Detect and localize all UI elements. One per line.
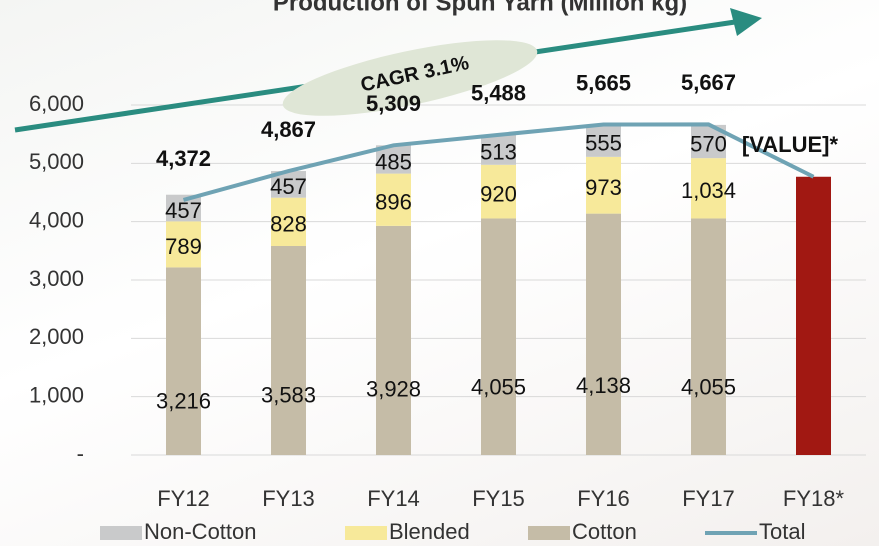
segment-label: 973 <box>585 175 622 200</box>
segment-label: 555 <box>585 130 622 155</box>
segment-label: 3,216 <box>156 388 211 413</box>
legend-label: Total <box>759 519 805 544</box>
x-tick-label: FY13 <box>262 486 315 511</box>
x-tick-label: FY17 <box>682 486 735 511</box>
bar-segment <box>271 245 306 455</box>
segment-label: 457 <box>165 198 202 223</box>
x-tick-label: FY14 <box>367 486 420 511</box>
legend-swatch <box>345 526 387 540</box>
bar-segment <box>166 221 201 268</box>
bar-segment <box>376 225 411 455</box>
chart-title: Production of Spun Yarn (Million kg) <box>273 0 687 16</box>
segment-label: 3,583 <box>261 382 316 407</box>
legend-swatch <box>100 526 142 540</box>
y-tick-label: - <box>77 441 84 466</box>
bar-segment <box>481 164 516 219</box>
bar-segment <box>691 218 726 455</box>
y-tick-label: 4,000 <box>29 207 84 232</box>
segment-label: 457 <box>270 174 307 199</box>
bar-segment <box>481 134 516 165</box>
bar-segment <box>586 213 621 455</box>
segment-label: 789 <box>165 234 202 259</box>
marks <box>166 122 831 455</box>
bar-segment <box>586 156 621 214</box>
x-tick-label: FY16 <box>577 486 630 511</box>
legend-label: Blended <box>389 519 470 544</box>
segment-label: 4,055 <box>681 375 736 400</box>
segment-label: 4,138 <box>576 373 631 398</box>
legend-label: Non-Cotton <box>144 519 257 544</box>
y-tick-label: 2,000 <box>29 324 84 349</box>
legend-label: Cotton <box>572 519 637 544</box>
total-label: 4,867 <box>261 117 316 142</box>
total-label: 5,488 <box>471 81 526 106</box>
x-tick-label: FY12 <box>157 486 210 511</box>
x-tick-label: FY15 <box>472 486 525 511</box>
bar-segment <box>796 176 831 455</box>
segment-label: 920 <box>480 181 517 206</box>
segment-label: 513 <box>480 140 517 165</box>
bar-segment <box>166 267 201 455</box>
total-label: 5,309 <box>366 91 421 116</box>
segment-label: 4,055 <box>471 375 526 400</box>
y-tick-label: 5,000 <box>29 149 84 174</box>
legend-swatch <box>528 526 570 540</box>
total-label: 5,665 <box>576 70 631 95</box>
bar-segment <box>691 158 726 219</box>
x-tick-label: FY18* <box>783 486 845 511</box>
total-label: 5,667 <box>681 70 736 95</box>
segment-label: 570 <box>690 131 727 156</box>
cagr-bubble <box>282 40 538 116</box>
legend: Non-Cotton Blended Cotton Total <box>100 519 805 544</box>
total-label: 4,372 <box>156 146 211 171</box>
y-tick-label: 3,000 <box>29 266 84 291</box>
labels: - 1,000 2,000 3,000 4,000 5,000 6,000 FY12 FY13 F… <box>29 70 845 511</box>
total-line <box>182 122 815 202</box>
y-tick-label: 6,000 <box>29 91 84 116</box>
segment-label: 896 <box>375 190 412 215</box>
bar-segment <box>481 218 516 455</box>
bar-segment <box>586 124 621 157</box>
y-tick-label: 1,000 <box>29 382 84 407</box>
segment-label: 485 <box>375 149 412 174</box>
cagr-arrowhead <box>730 8 762 36</box>
segment-label: 1,034 <box>681 178 736 203</box>
projection-label: [VALUE]* <box>742 132 839 157</box>
segment-label: 3,928 <box>366 377 421 402</box>
bar-segment <box>376 173 411 226</box>
bar-segment <box>271 197 306 246</box>
segment-label: 828 <box>270 212 307 237</box>
